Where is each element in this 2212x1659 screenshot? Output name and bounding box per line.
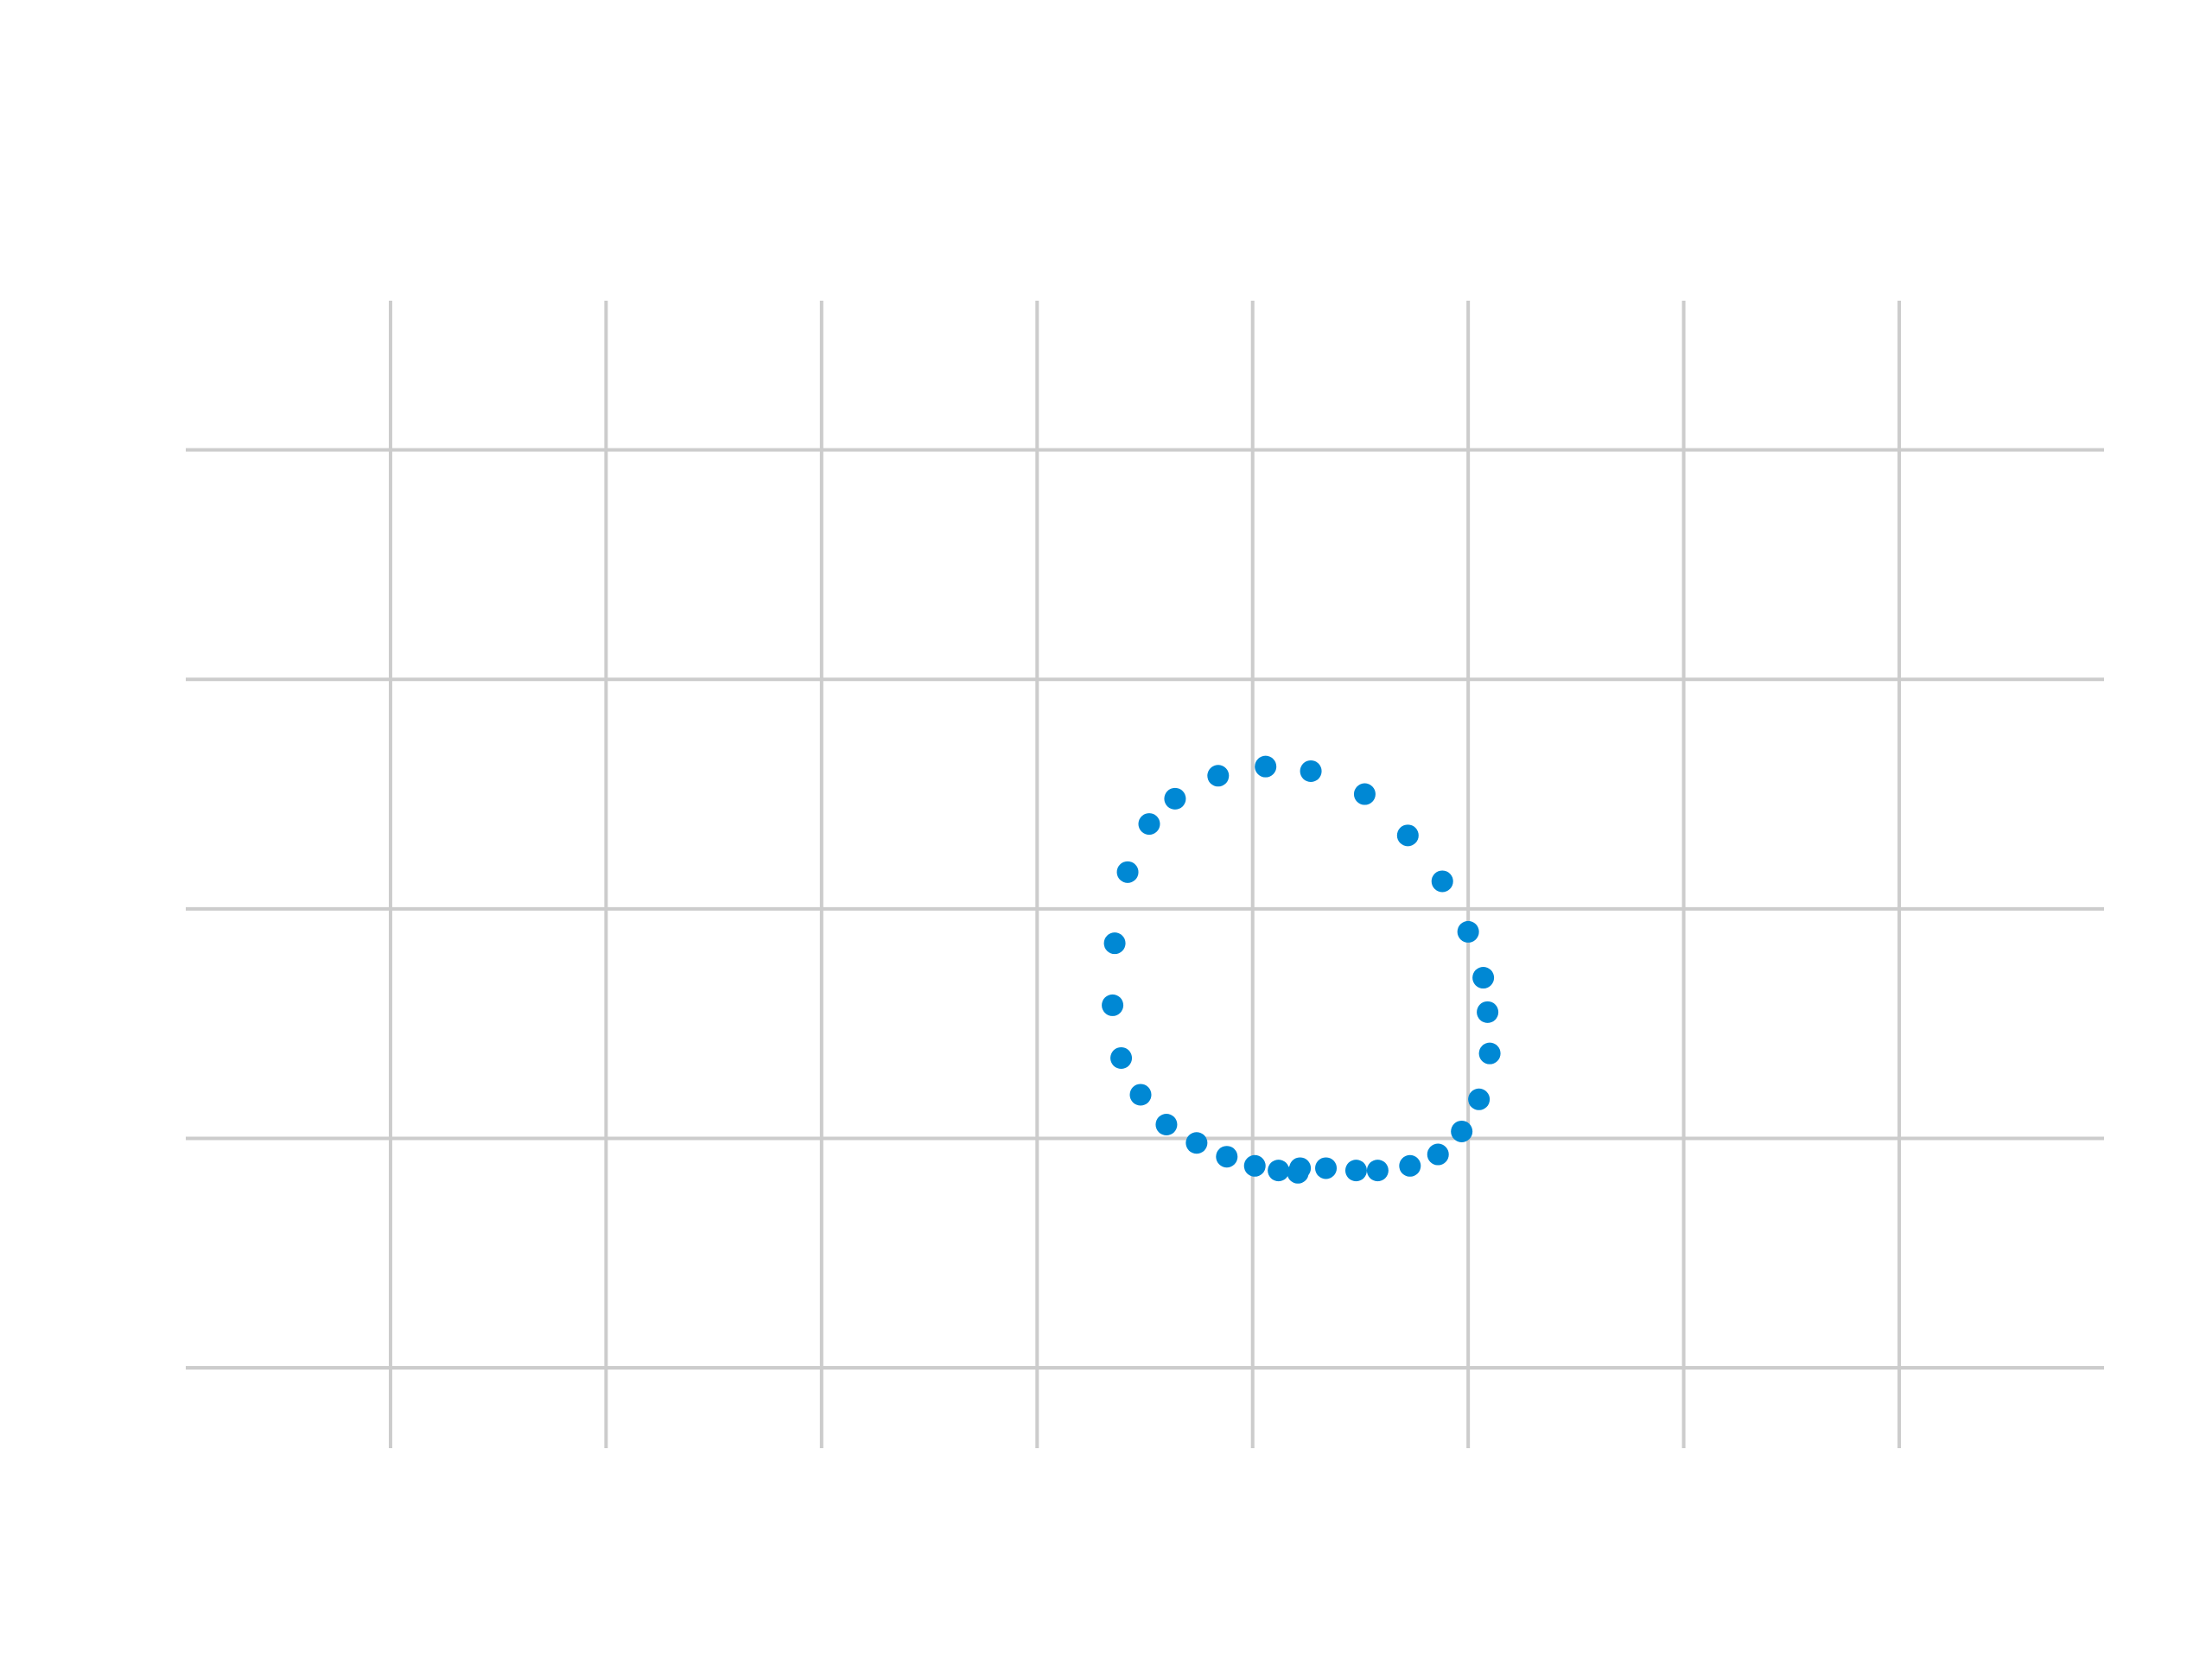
data-point-0-25: [1102, 994, 1124, 1016]
data-point-0-13: [1366, 1160, 1389, 1182]
data-point-0-19: [1243, 1154, 1266, 1177]
data-point-0-2: [1353, 783, 1376, 805]
data-point-0-4: [1431, 870, 1453, 893]
data-point-0-23: [1129, 1084, 1152, 1106]
data-point-0-14: [1344, 1160, 1367, 1182]
data-point-0-20: [1216, 1146, 1238, 1168]
data-point-0-30: [1207, 765, 1230, 787]
data-point-0-28: [1138, 813, 1160, 836]
data-point-0-26: [1103, 932, 1126, 955]
data-point-0-12: [1399, 1154, 1421, 1177]
grid: [186, 301, 2104, 1448]
data-point-0-6: [1472, 967, 1495, 989]
data-point-0-1: [1300, 760, 1322, 782]
data-point-0-3: [1396, 824, 1419, 847]
data-point-0-18: [1268, 1160, 1290, 1182]
data-point-0-27: [1116, 861, 1139, 883]
data-point-0-10: [1451, 1120, 1473, 1142]
data-points: [1102, 755, 1501, 1184]
data-point-0-15: [1315, 1157, 1338, 1179]
data-point-0-24: [1110, 1046, 1133, 1069]
data-point-0-0: [1255, 755, 1277, 778]
data-point-0-7: [1477, 1001, 1499, 1023]
data-point-0-9: [1468, 1088, 1491, 1110]
data-point-0-5: [1457, 920, 1479, 943]
data-point-0-11: [1427, 1143, 1449, 1166]
data-point-0-21: [1185, 1132, 1208, 1154]
data-point-0-22: [1155, 1114, 1178, 1136]
data-point-0-17: [1287, 1161, 1309, 1184]
data-point-0-29: [1164, 787, 1186, 810]
data-point-0-8: [1478, 1042, 1501, 1065]
